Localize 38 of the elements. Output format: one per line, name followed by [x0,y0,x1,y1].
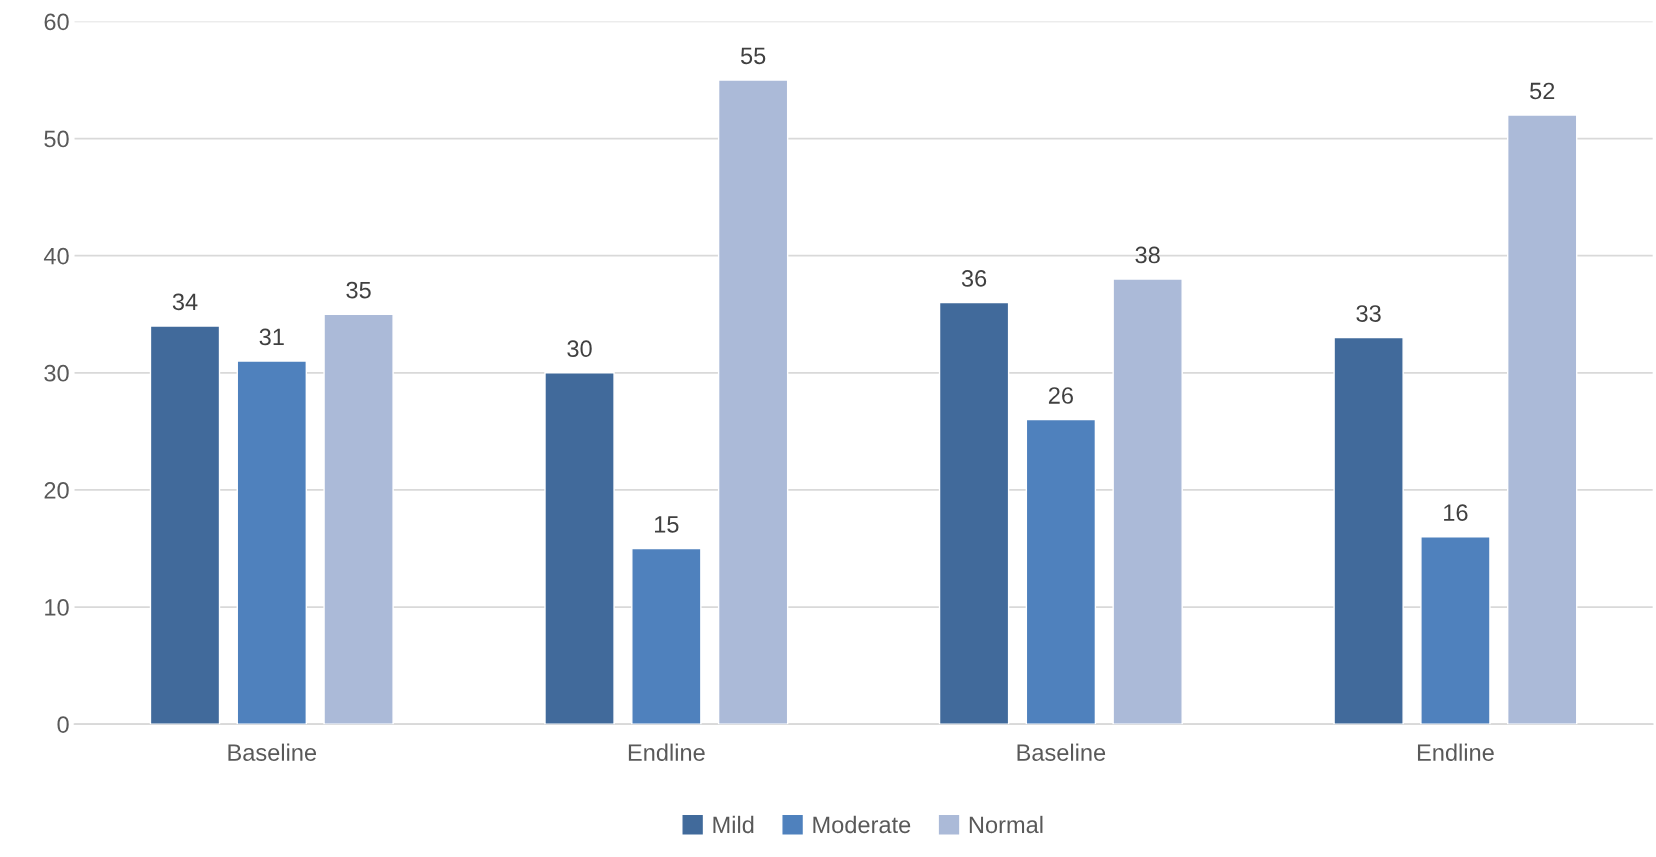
legend-label: Normal [969,815,1043,834]
x-tick-label: Endline [628,743,705,761]
data-label: 33 [1356,305,1381,322]
y-tick-label: 30 [44,364,69,382]
x-tick-label: Endline [1417,743,1494,761]
bar [1506,114,1578,725]
data-label: 55 [740,47,766,65]
data-label: 16 [1444,504,1468,521]
legend-label: Mild [713,815,754,834]
data-label: 26 [1048,387,1073,404]
data-label: 36 [961,270,987,287]
data-label: 52 [1530,82,1555,100]
bar [1112,278,1183,725]
data-label: 38 [1135,246,1160,264]
bar [1420,536,1491,725]
bar [717,79,789,725]
bar [631,547,702,725]
bar [938,301,1010,725]
y-tick-label: 50 [44,130,69,148]
y-tick-label: 60 [44,13,69,31]
bar [236,360,308,725]
data-label: 35 [346,281,371,299]
legend-label: Moderate [813,815,911,834]
data-label: 31 [259,328,284,346]
data-label: 15 [655,516,679,533]
data-label: 30 [567,340,592,358]
y-tick-label: 40 [43,247,69,265]
bar [1025,418,1097,725]
bar [149,325,221,725]
y-tick-label: 20 [44,481,69,499]
x-tick-label: Baseline [1017,743,1106,761]
bar [1333,336,1404,725]
x-tick-label: Baseline [228,743,317,761]
y-tick-label: 0 [57,716,69,733]
data-label: 34 [172,293,198,311]
bar [544,372,615,725]
bar [323,313,394,725]
y-tick-label: 10 [45,599,69,616]
